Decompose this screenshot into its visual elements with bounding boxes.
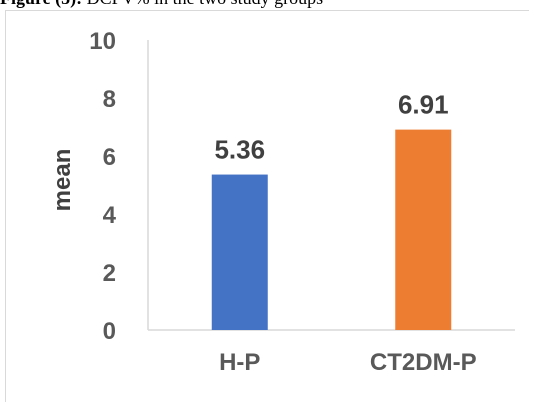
y-axis: 0 2 4 6 8 10 bbox=[89, 28, 149, 345]
y-tick-label: 8 bbox=[103, 86, 116, 113]
figure-caption: Figure (5): DCPV% in the two study group… bbox=[0, 0, 535, 12]
y-axis-title: mean bbox=[49, 149, 76, 212]
figure-caption-text: DCPV% in the two study groups bbox=[87, 0, 324, 8]
bar-ct2dm-p bbox=[395, 129, 452, 330]
y-tick-label: 2 bbox=[103, 260, 116, 287]
data-label-ct2dm-p: 6.91 bbox=[398, 90, 449, 120]
x-tick-label: H-P bbox=[219, 349, 260, 376]
bar-h-p bbox=[211, 174, 268, 330]
data-label-h-p: 5.36 bbox=[214, 135, 265, 165]
data-labels: 5.36 6.91 bbox=[214, 90, 448, 165]
x-axis: H-P CT2DM-P bbox=[148, 329, 515, 376]
bars bbox=[211, 129, 452, 330]
chart-frame bbox=[5, 10, 529, 402]
y-tick-label: 0 bbox=[103, 318, 116, 345]
x-tick-label: CT2DM-P bbox=[370, 349, 477, 376]
y-tick-label: 6 bbox=[103, 144, 116, 171]
y-tick-label: 10 bbox=[89, 28, 116, 55]
y-tick-label: 4 bbox=[103, 202, 117, 229]
figure-caption-label: Figure (5): bbox=[0, 0, 82, 8]
